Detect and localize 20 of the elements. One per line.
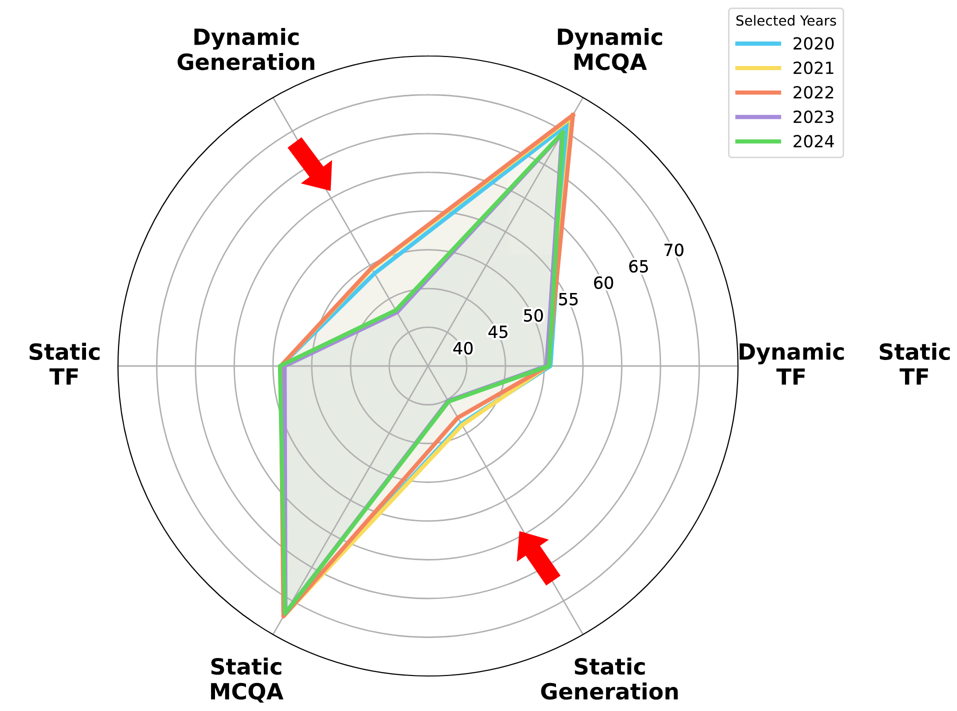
- y-tick-label: 40: [453, 342, 473, 354]
- y-tick-label: 60: [594, 276, 614, 289]
- spoke-label: Static Generation: [541, 658, 678, 700]
- spoke-label: Static TF: [30, 342, 100, 385]
- spoke-label: Dynamic MCQA: [558, 28, 662, 74]
- text: Static TF: [880, 342, 950, 385]
- y-tick-label: 65: [629, 260, 648, 273]
- legend-label: 2020: [794, 37, 834, 50]
- legend-label: 2022: [794, 86, 834, 99]
- y-tick-label: 45: [488, 326, 508, 338]
- y-tick-label: 50: [524, 309, 543, 322]
- spoke-label: Dynamic Generation: [178, 28, 314, 70]
- y-tick-label: 70: [664, 244, 684, 256]
- legend-label: 2024: [794, 134, 834, 148]
- legend-label: 2021: [794, 62, 834, 74]
- spoke-label: Static MCQA: [211, 658, 284, 703]
- spoke-label: Dynamic TF: [740, 342, 844, 385]
- legend-title: Selected Years: [736, 15, 836, 26]
- y-tick-label: 55: [559, 292, 578, 306]
- legend-label: 2023: [794, 110, 834, 124]
